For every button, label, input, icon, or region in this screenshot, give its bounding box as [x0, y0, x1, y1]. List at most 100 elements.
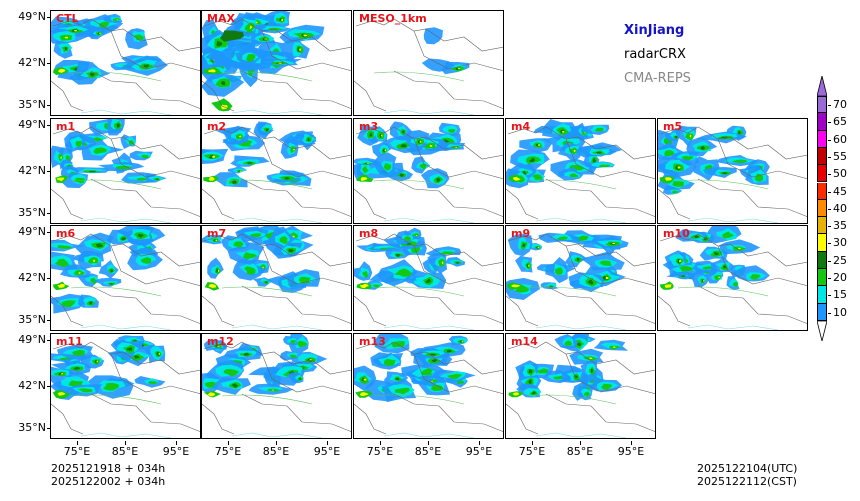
valid-time-cst: 2025122112(CST) [697, 475, 797, 488]
init-time-utc: 2025121918 + 034h [51, 462, 166, 475]
radar-map [202, 226, 351, 330]
radar-map [51, 335, 200, 438]
lat-tick: 42°N [0, 380, 51, 392]
panel-m5: m5 [657, 118, 808, 224]
radar-map [202, 334, 351, 438]
radar-map [506, 230, 655, 330]
colorbar-label: 45 [828, 184, 847, 198]
panel-m13: m13 [353, 333, 504, 439]
lat-tick: 49°N [0, 334, 51, 346]
system-label: CMA-REPS [624, 71, 691, 86]
colorbar-label: 40 [828, 201, 847, 215]
panel-m9: m9 [505, 225, 656, 331]
colorbar-swatch [817, 286, 827, 304]
radar-map [658, 226, 807, 330]
observation-label: radarCRX [624, 47, 686, 62]
colorbar-label: 10 [828, 305, 847, 319]
colorbar-swatch [817, 251, 827, 269]
panel-label: m14 [511, 335, 538, 348]
lon-tick: 95°E [307, 441, 347, 458]
colorbar-label: 25 [828, 253, 847, 267]
panel-label: MAX [207, 12, 235, 25]
colorbar-swatch [817, 182, 827, 200]
valid-time-utc: 2025122104(UTC) [697, 462, 798, 475]
panel-m14: m14 [505, 333, 656, 439]
panel-label: m2 [207, 120, 227, 133]
lon-tick: 75°E [57, 441, 97, 458]
radar-map [658, 125, 807, 223]
radar-map [202, 11, 351, 115]
panel-label: m1 [56, 120, 76, 133]
panel-m10: m10 [657, 225, 808, 331]
panel-m7: m7 [201, 225, 352, 331]
colorbar-swatch [817, 130, 827, 148]
lon-tick: 85°E [105, 441, 145, 458]
lat-tick: 35°N [0, 207, 51, 219]
radar-map [354, 121, 503, 223]
colorbar-swatch [817, 234, 827, 252]
panel-label: m13 [359, 335, 386, 348]
panel-m11: m11 [50, 333, 201, 439]
lat-tick: 49°N [0, 119, 51, 131]
radar-map [506, 334, 655, 438]
panel-m1: m1 [50, 118, 201, 224]
radar-map [506, 119, 655, 223]
panel-m2: m2 [201, 118, 352, 224]
panel-meso-1km: MESO_1km [353, 10, 504, 116]
lon-tick: 95°E [156, 441, 196, 458]
panel-label: m7 [207, 227, 227, 240]
lat-tick: 42°N [0, 57, 51, 69]
panel-m12: m12 [201, 333, 352, 439]
panel-label: m8 [359, 227, 379, 240]
colorbar-min-extend [817, 320, 827, 341]
colorbar-swatch [817, 303, 827, 321]
lat-tick: 49°N [0, 11, 51, 23]
colorbar-swatch [817, 269, 827, 287]
radar-map [51, 119, 200, 223]
panel-m3: m3 [353, 118, 504, 224]
lat-tick: 49°N [0, 226, 51, 238]
lon-tick: 85°E [408, 441, 448, 458]
panel-label: m10 [663, 227, 690, 240]
colorbar-swatch [817, 96, 827, 114]
colorbar-swatch [817, 199, 827, 218]
lat-tick: 35°N [0, 314, 51, 326]
panel-label: m6 [56, 227, 76, 240]
panel-label: m11 [56, 335, 83, 348]
lat-tick: 35°N [0, 99, 51, 111]
panel-m4: m4 [505, 118, 656, 224]
radar-map [354, 227, 503, 330]
lat-tick: 42°N [0, 165, 51, 177]
lat-tick: 35°N [0, 422, 51, 434]
panel-label: m5 [663, 120, 683, 133]
panel-m6: m6 [50, 225, 201, 331]
colorbar-label: 35 [828, 219, 847, 233]
colorbar-label: 65 [828, 115, 847, 129]
lon-tick: 75°E [208, 441, 248, 458]
lon-tick: 85°E [560, 441, 600, 458]
colorbar-label: 50 [828, 167, 847, 181]
radar-map [51, 226, 200, 330]
radar-map [354, 18, 503, 115]
panel-label: m9 [511, 227, 531, 240]
colorbar-swatch [817, 147, 827, 166]
panel-label: CTL [56, 12, 79, 25]
colorbar-swatch [817, 165, 827, 183]
colorbar-label: 70 [828, 98, 847, 111]
colorbar-swatch [817, 113, 827, 131]
lon-tick: 85°E [256, 441, 296, 458]
colorbar-label: 15 [828, 288, 847, 302]
panel-label: m3 [359, 120, 379, 133]
init-time-cst: 2025122002 + 034h [51, 475, 166, 488]
radar-map [354, 334, 503, 438]
colorbar-swatch [817, 217, 827, 235]
panel-label: m4 [511, 120, 531, 133]
radar-map [202, 121, 351, 223]
lon-tick: 75°E [512, 441, 552, 458]
lon-tick: 75°E [360, 441, 400, 458]
panel-label: MESO_1km [359, 12, 427, 25]
colorbar-max-extend [817, 76, 827, 96]
colorbar-label: 55 [828, 149, 847, 163]
colorbar-label: 30 [828, 236, 847, 250]
lon-tick: 95°E [611, 441, 651, 458]
